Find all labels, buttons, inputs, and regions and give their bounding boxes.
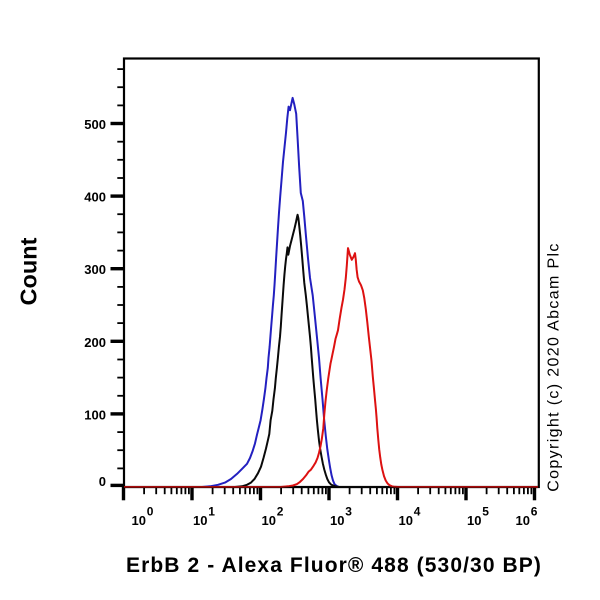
- svg-text:10: 10: [330, 513, 344, 528]
- svg-text:ErbB 2 - Alexa Fluor® 488 (530: ErbB 2 - Alexa Fluor® 488 (530/30 BP): [126, 554, 542, 577]
- svg-text:400: 400: [84, 190, 106, 205]
- svg-text:10: 10: [516, 513, 530, 528]
- svg-text:200: 200: [84, 335, 106, 350]
- svg-text:5: 5: [482, 504, 489, 518]
- svg-text:1: 1: [208, 504, 215, 518]
- svg-text:2: 2: [277, 504, 284, 518]
- svg-text:3: 3: [345, 504, 352, 518]
- svg-text:300: 300: [84, 262, 106, 277]
- svg-text:4: 4: [414, 504, 421, 518]
- svg-text:10: 10: [193, 513, 207, 528]
- svg-text:10: 10: [132, 513, 146, 528]
- svg-text:0: 0: [99, 474, 106, 489]
- svg-text:10: 10: [399, 513, 413, 528]
- svg-text:100: 100: [84, 407, 106, 422]
- svg-text:10: 10: [262, 513, 276, 528]
- svg-text:Count: Count: [16, 237, 42, 305]
- svg-text:Copyright (c) 2020 Abcam Plc: Copyright (c) 2020 Abcam Plc: [546, 242, 563, 491]
- svg-text:10: 10: [467, 513, 481, 528]
- svg-text:6: 6: [531, 504, 538, 518]
- svg-text:0: 0: [147, 504, 154, 518]
- svg-text:500: 500: [84, 117, 106, 132]
